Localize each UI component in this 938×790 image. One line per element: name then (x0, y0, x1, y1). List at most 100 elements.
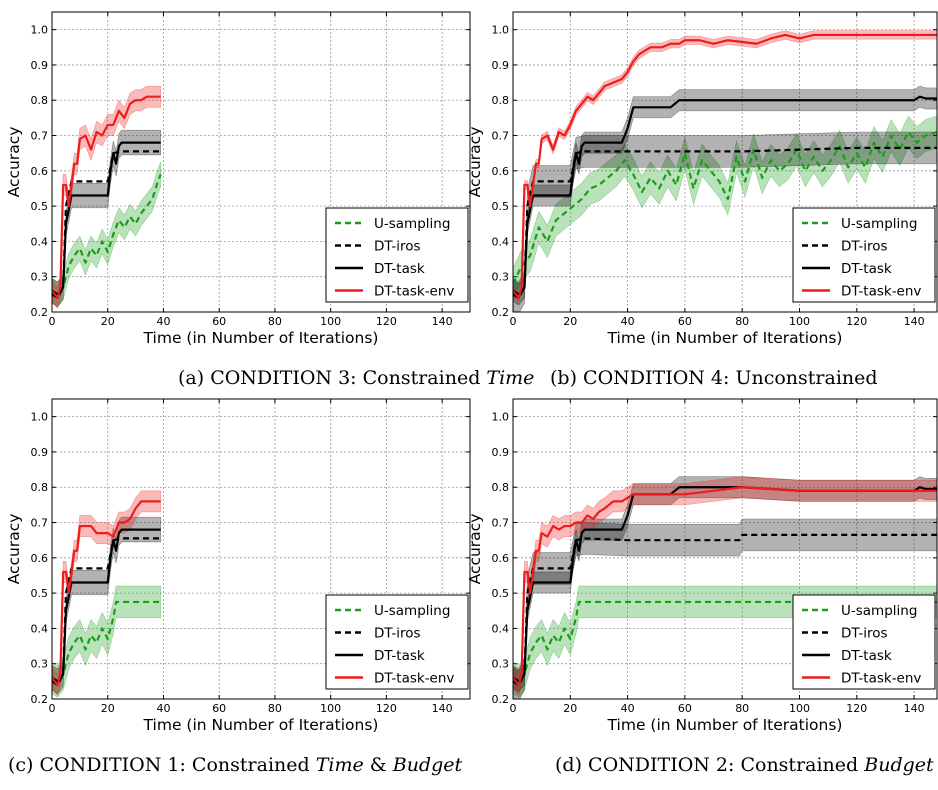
panel-caption: (b) CONDITION 4: Unconstrained (550, 367, 878, 389)
confidence-band-dt-task-env (513, 30, 937, 303)
series-line-dt-task-env (513, 33, 937, 299)
y-tick-label: 0.9 (492, 59, 510, 72)
y-tick-label: 0.9 (31, 446, 49, 459)
x-tick-label: 20 (101, 315, 115, 328)
y-tick-label: 1.0 (492, 24, 510, 37)
x-tick-label: 80 (735, 315, 749, 328)
caption-amp: & (364, 754, 387, 776)
y-tick-label: 0.3 (492, 658, 510, 671)
y-axis-label: Accuracy (466, 127, 484, 198)
x-tick-label: 20 (563, 315, 577, 328)
caption-label: (b) (550, 367, 577, 389)
confidence-band-dt-iros (513, 518, 937, 699)
panel-caption: (a) CONDITION 3: Constrained Time (178, 367, 534, 389)
y-tick-label: 0.9 (31, 59, 49, 72)
grid (52, 12, 470, 312)
series-line-u-sampling (52, 600, 161, 683)
y-tick-label: 0.6 (492, 165, 510, 178)
x-tick-label: 0 (49, 315, 56, 328)
legend-label: U-sampling (374, 216, 450, 232)
legend-label: DT-task (841, 261, 892, 277)
panel-d: 0 20 40 60 80 100 120 140 0.2 0.3 0.4 0.5 0.6 0.7 0.8 0… (466, 398, 938, 776)
caption-italic: Budget (858, 754, 934, 776)
x-axis-label: Time (in Number of Iterations) (143, 716, 379, 734)
panel-a: 0 20 40 60 80 100 120 140 0.2 0.3 0.4 0.5 0.6 0.7 0.8 0… (5, 11, 534, 389)
y-tick-label: 0.3 (31, 658, 49, 671)
legend-label: DT-task-env (841, 671, 921, 687)
y-tick-label: 0.7 (492, 517, 510, 530)
series-line-u-sampling (52, 173, 162, 296)
series-line-dt-task (513, 95, 937, 296)
legend-label: U-sampling (841, 216, 917, 232)
x-axis-label: Time (in Number of Iterations) (607, 716, 843, 734)
panel-b: 0 20 40 60 80 100 120 140 0.2 0.3 0.4 0.5 0.6 0.7 0.8 0… (466, 11, 938, 389)
axes-frame (512, 11, 938, 313)
x-tick-label: 120 (846, 315, 867, 328)
legend-label: U-sampling (374, 603, 450, 619)
x-tick-label: 60 (212, 315, 226, 328)
axes-frame (51, 11, 471, 313)
y-axis-label: Accuracy (466, 514, 484, 585)
y-tick-label: 1.0 (31, 411, 49, 424)
series-line-u-sampling (513, 130, 937, 285)
x-tick-label: 40 (156, 315, 170, 328)
x-tick-label: 100 (789, 702, 810, 715)
legend-label: DT-task (841, 648, 892, 664)
caption-italic2: Budget (387, 754, 463, 776)
y-tick-label: 0.4 (31, 622, 49, 635)
series-line-u-sampling (513, 600, 937, 683)
legend: U-sampling DT-iros DT-task DT-task-env (792, 207, 936, 303)
x-tick-label: 140 (904, 702, 925, 715)
x-tick-label: 60 (678, 315, 692, 328)
confidence-band-u-sampling (52, 161, 161, 308)
y-tick-label: 0.5 (31, 200, 49, 213)
legend: U-sampling DT-iros DT-task DT-task-env (325, 207, 469, 303)
x-tick-label: 120 (376, 315, 397, 328)
series-line-dt-task-env (52, 500, 161, 686)
x-tick-label: 100 (320, 315, 341, 328)
y-tick-label: 0.2 (31, 693, 49, 706)
y-tick-label: 0.8 (31, 94, 49, 107)
y-tick-label: 0.4 (492, 235, 510, 248)
confidence-band-u-sampling (52, 585, 161, 698)
legend: U-sampling DT-iros DT-task DT-task-env (325, 594, 469, 690)
y-tick-label: 0.6 (31, 165, 49, 178)
y-tick-label: 0.7 (31, 517, 49, 530)
x-tick-label: 120 (376, 702, 397, 715)
panel-caption: (d) CONDITION 2: Constrained Budget (555, 754, 934, 776)
legend-label: DT-iros (841, 239, 888, 255)
caption-italic: Time (480, 367, 534, 389)
legend-label: DT-iros (841, 626, 888, 642)
legend-label: DT-task (374, 261, 425, 277)
legend-label: DT-task-env (374, 671, 454, 687)
legend: U-sampling DT-iros DT-task DT-task-env (792, 594, 936, 690)
x-tick-label: 140 (432, 702, 453, 715)
y-axis-label: Accuracy (5, 514, 23, 585)
x-tick-label: 20 (101, 702, 115, 715)
y-tick-label: 0.4 (31, 235, 49, 248)
confidence-band-u-sampling (513, 115, 937, 300)
x-tick-label: 60 (212, 702, 226, 715)
x-tick-label: 100 (789, 315, 810, 328)
x-tick-label: 40 (621, 702, 635, 715)
y-tick-label: 0.8 (492, 94, 510, 107)
x-tick-label: 80 (268, 702, 282, 715)
y-tick-label: 0.5 (492, 587, 510, 600)
x-tick-label: 40 (156, 702, 170, 715)
x-tick-label: 0 (49, 702, 56, 715)
panel-c: 0 20 40 60 80 100 120 140 0.2 0.3 0.4 0.5 0.6 0.7 0.8 0… (5, 398, 471, 776)
x-tick-label: 0 (510, 702, 517, 715)
y-tick-label: 0.2 (31, 306, 49, 319)
legend-label: DT-iros (374, 239, 421, 255)
x-tick-label: 140 (432, 315, 453, 328)
y-tick-label: 0.5 (31, 587, 49, 600)
x-tick-label: 40 (621, 315, 635, 328)
plot-area (513, 30, 937, 312)
legend-label: DT-task-env (374, 284, 454, 300)
series-line-dt-task-env (52, 95, 161, 299)
caption-plain: CONDITION 1: Constrained (33, 754, 309, 776)
y-tick-label: 0.2 (492, 306, 510, 319)
confidence-band-dt-task (513, 85, 937, 306)
x-tick-label: 80 (735, 702, 749, 715)
legend-label: DT-task-env (841, 284, 921, 300)
